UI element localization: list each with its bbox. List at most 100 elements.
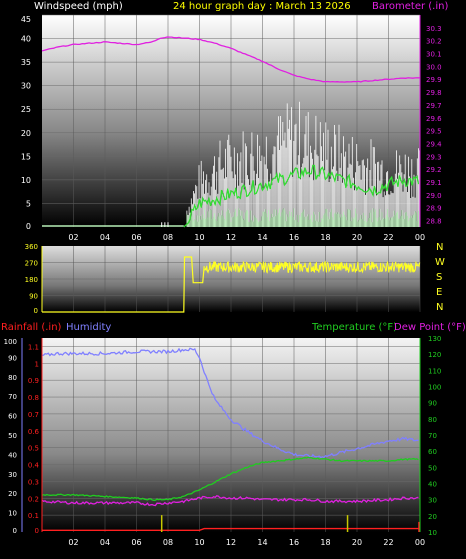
wind-time-tick-11: 00: [415, 233, 425, 242]
barometer-tick-label-11: 29.9: [426, 76, 442, 84]
windspeed-tick-label-2: 10: [21, 176, 31, 185]
direction-tick-label-3: 270: [25, 260, 38, 268]
barometer-tick-label-4: 29.2: [426, 166, 442, 174]
direction-line: [204, 260, 421, 274]
climate-time-tick-5: 12: [226, 538, 236, 547]
windspeed-tick-label-8: 40: [21, 35, 31, 44]
humidity-tick-label-10: 100: [4, 338, 17, 346]
humidity-tick-label-3: 30: [8, 471, 17, 479]
rainfall-tick-label-11: 1.1: [28, 343, 39, 351]
barometer-tick-label-13: 30.1: [426, 51, 442, 59]
rainfall-tick-label-2: 0.2: [28, 495, 39, 503]
windspeed-tick-label-9: 45: [21, 15, 31, 24]
temperature-tick-label-5: 60: [428, 448, 437, 456]
windspeed-tick-label-1: 5: [26, 199, 31, 208]
temperature-tick-label-11: 120: [428, 351, 441, 359]
rainfall-tick-label-1: 0.1: [28, 512, 39, 520]
temperature-tick-label-1: 20: [428, 513, 437, 521]
temperature-tick-label-4: 50: [428, 464, 437, 472]
barometer-tick-label-8: 29.6: [426, 115, 442, 123]
rainfall-tick-label-8: 0.8: [28, 394, 39, 402]
rainfall-tick-label-9: 0.9: [28, 377, 39, 385]
barometer-tick-label-10: 29.8: [426, 89, 442, 97]
direction-panel-grid: [42, 246, 421, 312]
barometer-tick-label-15: 30.3: [426, 25, 442, 33]
windspeed-tick-label-6: 30: [21, 82, 31, 91]
rainfall-tick-label-0: 0: [35, 527, 39, 535]
humidity-tick-label-1: 10: [8, 510, 17, 518]
direction-letter-w: W: [435, 257, 445, 268]
temperature-tick-label-12: 130: [428, 335, 441, 343]
direction-step-line: [42, 256, 205, 313]
windspeed-ticks: 0 5 10 15 20 25 30 35 40 45: [21, 15, 31, 231]
temperature-tick-label-2: 30: [428, 497, 437, 505]
rainfall-tick-label-7: 0.7: [28, 411, 39, 419]
direction-tick-label-2: 180: [25, 276, 38, 284]
rainfall-line: [42, 527, 420, 531]
wind-series: [41, 36, 421, 228]
barometer-tick-label-12: 30.0: [426, 63, 442, 71]
barometer-tick-label-7: 29.5: [426, 128, 442, 136]
wind-time-tick-2: 06: [131, 233, 141, 242]
direction-tick-label-1: 90: [29, 293, 38, 301]
barometer-tick-label-9: 29.7: [426, 102, 442, 110]
wind-time-tick-3: 08: [163, 233, 173, 242]
climate-time-tick-7: 16: [289, 538, 299, 547]
direction-series: [42, 256, 421, 313]
wind-time-tick-1: 04: [100, 233, 110, 242]
barometer-ticks: 28.8 28.9 29.0 29.1 29.2 29.3 29.4 29.5 29.6 29.7…: [426, 25, 442, 226]
barometer-tick-label-14: 30.2: [426, 38, 442, 46]
temperature-tick-label-9: 100: [428, 384, 441, 392]
direction-letter-e: E: [436, 287, 442, 298]
windspeed-tick-label-4: 20: [21, 129, 31, 138]
climate-time-tick-10: 22: [383, 538, 393, 547]
climate-time-tick-2: 06: [131, 538, 141, 547]
climate-series: [41, 347, 420, 532]
climate-time-tick-0: 02: [68, 538, 78, 547]
wind-time-tick-5: 12: [226, 233, 236, 242]
humidity-tick-label-8: 80: [8, 374, 17, 382]
barometer-tick-label-1: 28.9: [426, 205, 442, 213]
wind-gust-spikes: [186, 101, 420, 227]
humidity-tick-label-9: 90: [8, 354, 17, 362]
rainfall-tick-label-10: 1: [35, 360, 39, 368]
climate-time-tick-4: 10: [194, 538, 204, 547]
climate-time-ticks: 02 04 06 08 10 12 14 16 18 20 22 00: [68, 538, 425, 547]
humidity-tick-label-5: 50: [8, 432, 17, 440]
barometer-tick-label-6: 29.4: [426, 140, 442, 148]
climate-panel-grid: [42, 338, 421, 532]
wind-time-tick-0: 02: [68, 233, 78, 242]
wind-time-ticks: 02 04 06 08 10 12 14 16 18 20 22 00: [68, 233, 425, 242]
climate-time-tick-6: 14: [257, 538, 267, 547]
temperature-tick-label-3: 40: [428, 481, 437, 489]
wind-axis-title: Windspeed (mph): [34, 1, 123, 12]
temperature-ticks: 10 20 30 40 50 60 70 80 90 100 110 120 130: [428, 335, 441, 537]
humidity-tick-label-6: 60: [8, 413, 17, 421]
humidity-ticks: 0 10 20 30 40 50 60 70 80 90 100: [4, 338, 17, 535]
temperature-axis-title: Temperature (°F): [311, 322, 397, 333]
windspeed-tick-label-7: 35: [21, 58, 31, 67]
wind-time-tick-7: 16: [289, 233, 299, 242]
barometer-axis-title: Barometer (.in): [372, 1, 448, 12]
barometer-tick-label-0: 28.8: [426, 218, 442, 226]
humidity-line: [41, 347, 419, 459]
direction-ticks: 0 90 180 270 360: [25, 243, 38, 315]
climate-time-tick-1: 04: [100, 538, 110, 547]
rainfall-tick-label-5: 0.5: [28, 445, 39, 453]
wind-time-tick-9: 20: [352, 233, 362, 242]
windspeed-tick-label-3: 15: [21, 152, 31, 161]
barometer-tick-label-3: 29.1: [426, 179, 442, 187]
wind-time-tick-4: 10: [194, 233, 204, 242]
temperature-tick-label-7: 80: [428, 416, 437, 424]
direction-letter-n-top: N: [436, 242, 443, 253]
barometer-line: [41, 36, 421, 83]
rainfall-tick-label-4: 0.4: [28, 462, 40, 470]
temperature-tick-label-6: 70: [428, 432, 437, 440]
temperature-tick-label-10: 110: [428, 367, 441, 375]
rainfall-tick-label-3: 0.3: [28, 478, 39, 486]
direction-tick-label-4: 360: [25, 243, 38, 251]
windspeed-tick-label-5: 25: [21, 105, 31, 114]
climate-time-tick-3: 08: [163, 538, 173, 547]
climate-time-tick-11: 00: [415, 538, 425, 547]
